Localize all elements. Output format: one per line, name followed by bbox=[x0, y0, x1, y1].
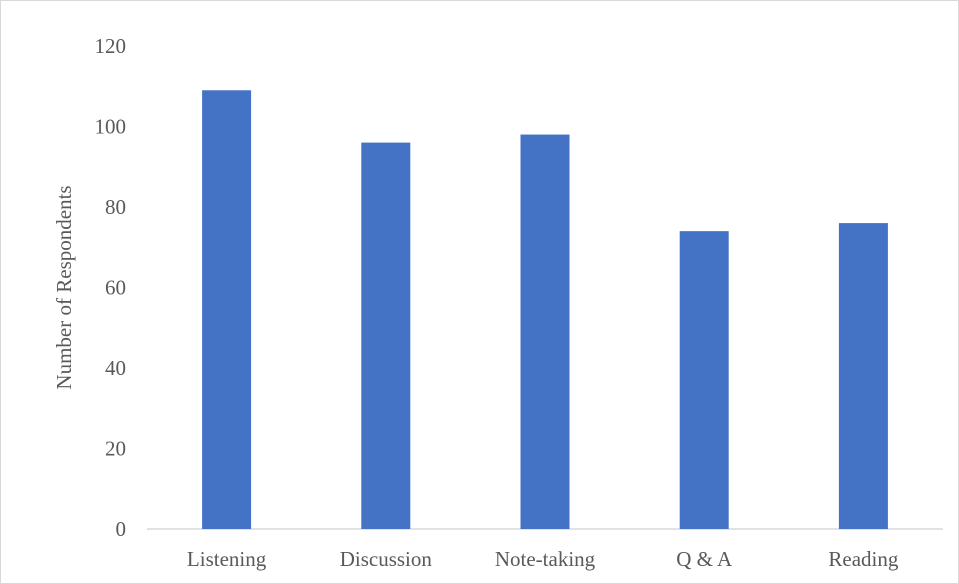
bars bbox=[202, 90, 888, 530]
y-tick-labels: 0 20 40 60 80 100 120 bbox=[95, 34, 127, 541]
y-tick-label: 100 bbox=[95, 115, 127, 139]
y-axis-title: Number of Respondents bbox=[52, 185, 76, 389]
category-label: Discussion bbox=[340, 547, 433, 571]
y-tick-label: 120 bbox=[95, 34, 127, 58]
category-label: Q & A bbox=[676, 547, 733, 571]
category-label: Reading bbox=[828, 547, 898, 571]
bar-note-taking bbox=[520, 134, 570, 530]
y-tick-label: 20 bbox=[105, 437, 126, 461]
y-tick-label: 0 bbox=[116, 517, 127, 541]
category-labels: Listening Discussion Note-taking Q & A Readi… bbox=[187, 547, 899, 571]
category-label: Listening bbox=[187, 547, 267, 571]
y-tick-label: 60 bbox=[105, 276, 126, 300]
bar-reading bbox=[838, 223, 888, 529]
y-tick-label: 80 bbox=[105, 195, 126, 219]
category-label: Note-taking bbox=[495, 547, 596, 571]
bar-q-a bbox=[679, 231, 729, 529]
y-tick-label: 40 bbox=[105, 356, 126, 380]
bar-discussion bbox=[361, 142, 411, 529]
bar-listening bbox=[202, 90, 252, 530]
